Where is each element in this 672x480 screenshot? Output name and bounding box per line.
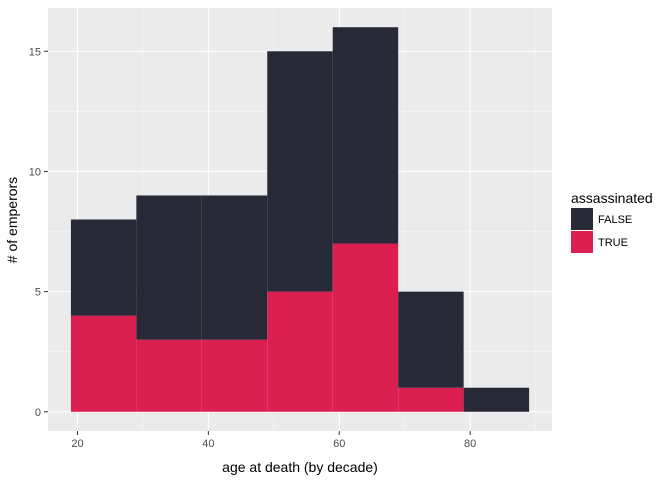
- bar-true-49: [267, 291, 333, 412]
- bar-false-19: [70, 219, 137, 316]
- legend: assassinated FALSE TRUE: [571, 190, 653, 253]
- x-tick-label: 80: [464, 438, 476, 450]
- bar-false-39: [201, 195, 268, 340]
- bar-false-49: [267, 51, 333, 292]
- legend-swatch-false: [571, 208, 593, 230]
- bar-false-29: [136, 195, 202, 340]
- legend-swatch-true: [571, 231, 593, 253]
- bar-true-59: [332, 243, 399, 412]
- bar-true-29: [136, 339, 202, 412]
- bar-true-69: [398, 387, 464, 412]
- bar-true-19: [70, 315, 137, 412]
- x-axis-title: age at death (by decade): [222, 459, 378, 475]
- y-tick-label: 10: [29, 166, 41, 178]
- bar-false-69: [398, 291, 464, 388]
- legend-title: assassinated: [571, 190, 653, 206]
- legend-label-false: FALSE: [598, 214, 632, 226]
- x-axis-ticks: 20 40 60 80: [71, 431, 476, 450]
- y-tick-label: 0: [35, 407, 41, 419]
- y-axis-ticks: 0 5 10 15: [29, 46, 48, 419]
- bar-true-39: [201, 339, 268, 412]
- bar-false-79: [463, 387, 530, 412]
- bars: [70, 27, 530, 412]
- y-tick-label: 15: [29, 46, 41, 58]
- y-axis-title: # of emperors: [4, 177, 20, 263]
- x-tick-label: 20: [71, 438, 83, 450]
- x-tick-label: 60: [333, 438, 345, 450]
- x-tick-label: 40: [202, 438, 214, 450]
- legend-label-true: TRUE: [598, 237, 628, 249]
- bar-false-59: [332, 27, 399, 244]
- y-tick-label: 5: [35, 287, 41, 299]
